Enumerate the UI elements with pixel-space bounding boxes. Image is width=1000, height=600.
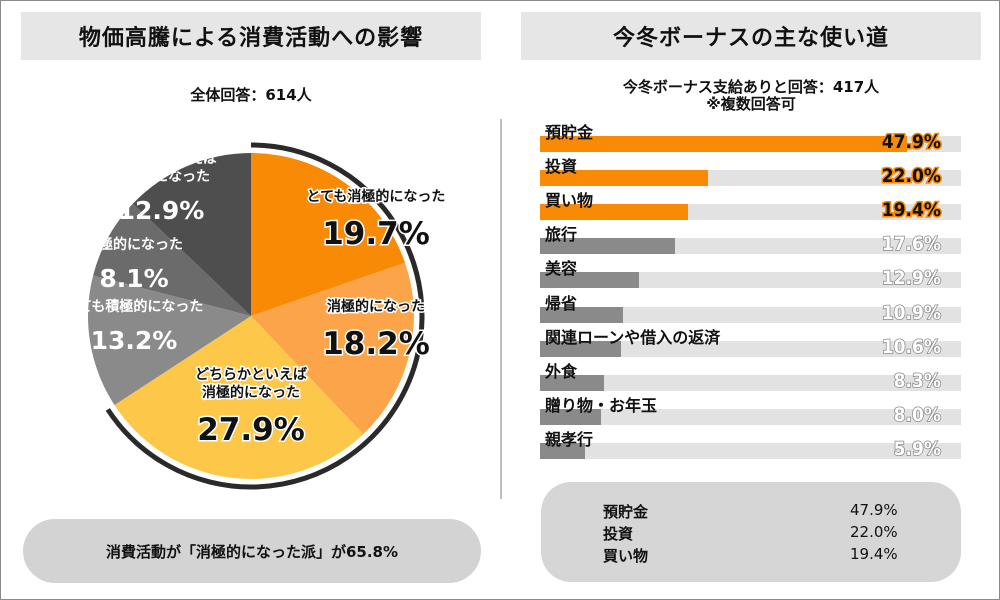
pie-slice: [132, 153, 251, 316]
bar: [540, 442, 586, 459]
pie-slice-value: 8.1%: [99, 264, 168, 293]
pie-slice-label: 積極的になった: [84, 236, 183, 253]
pie-slice-value: 12.9%: [118, 196, 205, 225]
summary-box: 預貯金 47.9% 投資 22.0% 買い物 19.4%: [541, 482, 961, 582]
right-subtitle-line1: 今冬ボーナス支給ありと回答：417人: [622, 78, 880, 96]
negative-group-arc: [105, 142, 425, 490]
bar-category-label: 関連ローンや借入の返済: [545, 327, 721, 347]
bar: [540, 408, 602, 425]
bar-category-label: 投資: [545, 157, 578, 177]
bar-row: 旅行 17.6%: [540, 221, 961, 257]
panel-divider: [500, 119, 502, 499]
summary-label: 買い物: [603, 547, 649, 565]
pie-slice: [114, 316, 364, 479]
bar-category-label: 贈り物・お年玉: [545, 395, 658, 415]
pie-slice-label: 積極的になった: [111, 168, 210, 185]
bar-value-label: 17.6%: [881, 233, 942, 257]
bar-track: [540, 374, 961, 391]
pie-slice-label: どちらかといえば: [105, 151, 217, 167]
summary-row: 預貯金 47.9%: [541, 501, 961, 521]
bar-category-label: 買い物: [545, 191, 594, 211]
bar-row: 贈り物・お年玉 8.0%: [540, 392, 961, 427]
bar-value-label: 19.4%: [880, 198, 942, 223]
left-note: 消費活動が「消極的になった派」が65.8%: [23, 519, 481, 583]
pie-slice-label: 消極的になった: [327, 298, 425, 315]
summary-value: 47.9%: [850, 501, 898, 519]
pie-slice-value: 13.2%: [91, 326, 178, 355]
bar-value-label: 22.0%: [880, 164, 942, 189]
right-panel-title: 今冬ボーナスの主な使い道: [521, 12, 981, 60]
bar: [540, 340, 622, 357]
bar: [540, 272, 639, 289]
bar-value-label: 8.3%: [893, 369, 942, 393]
bar: [540, 204, 689, 221]
bar-row: 美容 12.9%: [540, 255, 961, 291]
summary-row: 買い物 19.4%: [541, 545, 961, 565]
bar-track: [540, 272, 961, 289]
bar-value-label: 47.9%: [880, 130, 942, 155]
bar-category-label: 親孝行: [545, 429, 594, 449]
bar: [540, 306, 624, 323]
pie-slice: [251, 153, 406, 316]
pie-slice-value: 19.7%: [322, 216, 430, 252]
pie-chart: とても消極的になった19.7%消極的になった18.2%どちらかといえば消極的にな…: [65, 142, 447, 490]
bar: [540, 170, 709, 187]
summary-row: 投資 22.0%: [541, 523, 961, 543]
bar-value-label: 12.9%: [881, 267, 942, 291]
bar-track: [540, 340, 961, 357]
summary-value: 22.0%: [850, 523, 898, 541]
pie-slice-label: どちらかといえば: [195, 367, 307, 383]
right-subtitle-line2: ※複数回答可: [706, 95, 796, 113]
pie-slice: [251, 262, 414, 435]
bar-category-label: 外食: [545, 361, 578, 381]
pie-slice-value: 18.2%: [322, 326, 430, 362]
summary-label: 預貯金: [603, 503, 649, 521]
pie-slice: [93, 203, 251, 316]
left-subtitle: 全体回答：614人: [190, 86, 312, 104]
bar-value-label: 10.6%: [881, 335, 942, 359]
pie-slice-label: とても積極的になった: [65, 298, 204, 315]
summary-value: 19.4%: [850, 545, 898, 563]
bar-track: [540, 408, 961, 425]
bar-value-label: 5.9%: [893, 437, 942, 461]
summary-label: 投資: [603, 525, 634, 543]
bar-category-label: 旅行: [545, 225, 578, 245]
bar: [540, 238, 675, 255]
bar-row: 外食 8.3%: [540, 358, 961, 392]
pie-slice-label: 消極的になった: [202, 384, 300, 401]
bar-category-label: 預貯金: [545, 123, 594, 142]
bar-category-label: 帰省: [545, 293, 578, 313]
right-subtitle: 今冬ボーナス支給ありと回答：417人 ※複数回答可: [521, 79, 981, 113]
bar-row: 親孝行 5.9%: [540, 426, 961, 461]
left-panel-title: 物価高騰による消費活動への影響: [21, 12, 481, 60]
bar-row: 買い物 19.4%: [540, 187, 961, 223]
bar-value-label: 10.9%: [881, 301, 942, 325]
pie-slice-value: 27.9%: [197, 412, 305, 448]
bar-row: 帰省 10.9%: [540, 290, 961, 324]
bar-row: 預貯金 47.9%: [540, 119, 961, 155]
bar-track: [540, 306, 961, 323]
bar-value-label: 8.0%: [893, 403, 942, 427]
bar-category-label: 美容: [545, 259, 578, 279]
bar-row: 投資 22.0%: [540, 153, 961, 189]
bar-row: 関連ローンや借入の返済 10.6%: [540, 324, 961, 358]
bar: [540, 374, 604, 391]
bar: [540, 136, 907, 152]
pie-slice-label: とても消極的になった: [307, 188, 446, 205]
bar-track: [540, 442, 961, 459]
pie-slice: [88, 275, 252, 406]
